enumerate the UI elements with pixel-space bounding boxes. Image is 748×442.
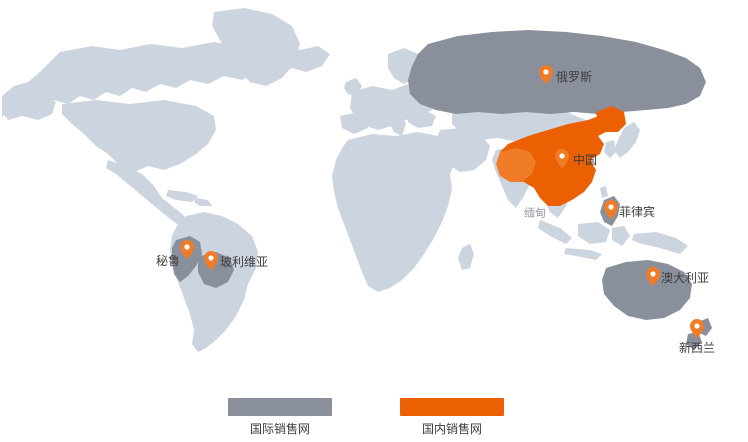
land-taiwan	[600, 186, 608, 198]
land-alaska	[2, 90, 56, 120]
legend-label-domestic: 国内销售网	[421, 422, 482, 436]
country-peru[interactable]	[172, 236, 202, 282]
legend-item-international[interactable]: 国际销售网	[228, 398, 332, 435]
map-label-australia: 澳大利亚	[661, 271, 710, 285]
legend-swatch-domestic	[400, 398, 504, 416]
legend-swatch-international	[228, 398, 332, 416]
land-hispaniola	[194, 198, 212, 206]
map-label-myanmar: 缅甸	[524, 206, 546, 220]
map-label-bolivia: 玻利维亚	[220, 255, 269, 269]
land-africa	[332, 132, 456, 292]
land-usa	[62, 100, 216, 172]
land-iberia	[340, 112, 370, 134]
land-uk	[344, 78, 362, 96]
map-label-newzealand: 新西兰	[678, 341, 716, 355]
map-pin-philippines[interactable]	[604, 200, 618, 219]
country-russia[interactable]	[408, 30, 706, 114]
map-canvas[interactable]: 俄罗斯中国缅甸 菲律宾澳大利亚新西兰 秘鲁 玻利维亚	[0, 0, 748, 380]
land-mexico	[106, 160, 190, 228]
land-sulawesi	[612, 226, 630, 246]
legend-label-international: 国际销售网	[249, 422, 310, 436]
country-china-northeast[interactable]	[596, 106, 626, 132]
map-pin-newzealand[interactable]	[690, 319, 704, 338]
map-pin-peru[interactable]	[180, 240, 194, 259]
land-madagascar	[458, 244, 474, 270]
land-greenland	[212, 8, 300, 86]
land-newguinea	[632, 232, 688, 254]
map-pin-russia[interactable]	[539, 65, 553, 84]
map-label-china: 中国	[573, 153, 598, 167]
legend-item-domestic[interactable]: 国内销售网	[400, 398, 504, 435]
land-japan	[614, 122, 640, 158]
land-borneo	[578, 222, 610, 244]
map-label-philippines: 菲律宾	[619, 205, 656, 219]
map-pin-australia[interactable]	[646, 267, 660, 286]
land-italy	[390, 114, 406, 136]
land-sumatra	[538, 220, 572, 244]
land-caribbean	[166, 190, 198, 202]
map-pin-china[interactable]	[555, 149, 569, 168]
land-balkans	[408, 110, 436, 128]
land-java	[564, 248, 602, 260]
country-china-tibet[interactable]	[496, 148, 536, 182]
map-label-peru: 秘鲁	[155, 254, 180, 268]
land-international-group[interactable]	[172, 30, 712, 350]
world-map-svg[interactable]	[0, 0, 748, 380]
map-label-russia: 俄罗斯	[556, 70, 593, 84]
map-legend: 国际销售网 国内销售网	[0, 398, 748, 442]
country-australia[interactable]	[602, 260, 692, 320]
map-pin-bolivia[interactable]	[204, 251, 218, 270]
land-korea	[604, 140, 616, 158]
